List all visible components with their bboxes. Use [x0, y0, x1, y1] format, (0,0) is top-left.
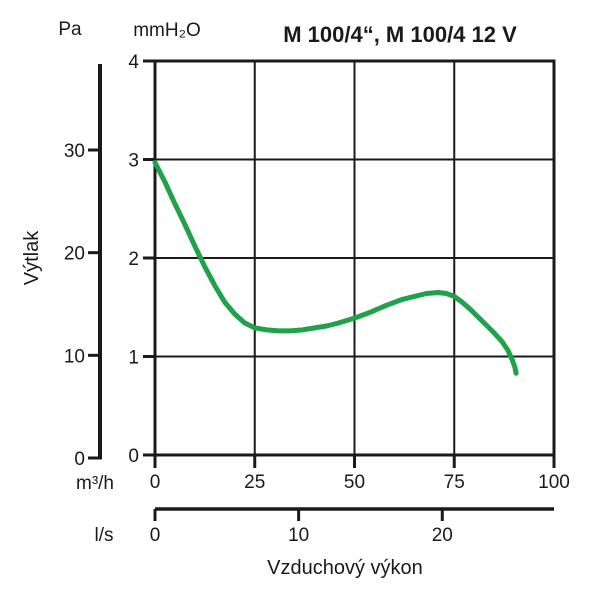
- pa-tick-label: 20: [64, 244, 85, 265]
- m3h-tick-label: 50: [344, 472, 365, 493]
- mmh2o-unit-label: mmH₂O: [133, 20, 201, 41]
- mmh2o-tick-label: 4: [128, 52, 139, 73]
- ls-tick-label: 0: [150, 525, 161, 546]
- ls-tick-label: 10: [288, 525, 309, 546]
- m3h-tick-label: 0: [150, 472, 161, 493]
- ls-tick-label: 20: [432, 525, 453, 546]
- m3h-tick-label: 25: [244, 472, 265, 493]
- pa-unit-label: Pa: [58, 19, 82, 40]
- performance-curve: [152, 160, 519, 376]
- mmh2o-tick-label: 2: [128, 249, 139, 270]
- plot-area: 0 1 2 3 4 0 10 20 30 0 25 50 75 100 0 10 20: [64, 52, 570, 546]
- mmh2o-tick-label: 3: [128, 151, 139, 172]
- pa-tick-label: 0: [74, 449, 85, 470]
- mmh2o-tick-label: 0: [128, 446, 139, 467]
- mmh2o-tick-label: 1: [128, 348, 139, 369]
- chart-title: M 100/4“, M 100/4 12 V: [283, 22, 517, 47]
- x-axis-title: Vzduchový výkon: [267, 557, 423, 579]
- m3h-tick-label: 100: [538, 472, 570, 493]
- ls-unit-label: l/s: [95, 525, 114, 546]
- pa-tick-label: 30: [64, 141, 85, 162]
- m3h-unit-label: m³/h: [76, 473, 114, 494]
- pa-tick-label: 10: [64, 346, 85, 367]
- y-axis-title: Výtlak: [21, 230, 43, 285]
- m3h-tick-label: 75: [444, 472, 465, 493]
